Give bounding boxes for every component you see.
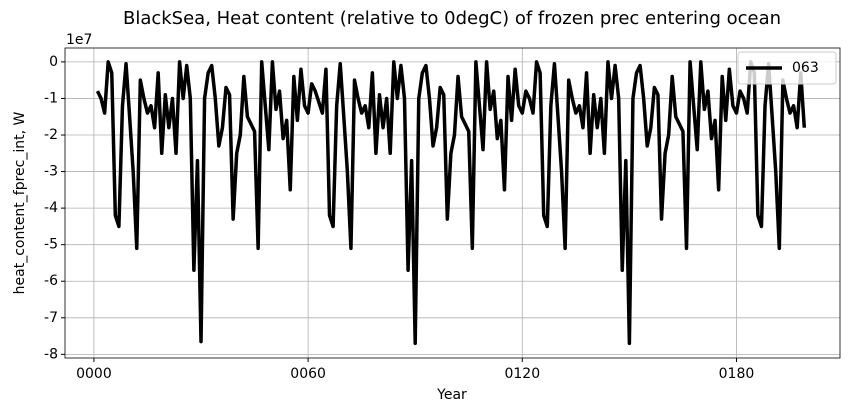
y-tick-label: 0 bbox=[49, 54, 58, 70]
legend-label: 063 bbox=[792, 60, 819, 76]
y-tick-label: -4 bbox=[44, 200, 58, 216]
y-tick-label: -7 bbox=[44, 310, 58, 326]
x-tick-label: 0060 bbox=[290, 366, 326, 382]
y-offset-label: 1e7 bbox=[66, 32, 92, 48]
x-axis-label: Year bbox=[436, 387, 467, 403]
y-tick-label: -6 bbox=[44, 273, 58, 289]
x-tick-label: 0000 bbox=[76, 366, 112, 382]
y-tick-label: -8 bbox=[44, 346, 58, 362]
line bbox=[95, 60, 807, 346]
y-tick-label: -5 bbox=[44, 237, 58, 253]
y-tick-label: -2 bbox=[44, 127, 58, 143]
x-tick-label: 0180 bbox=[719, 366, 755, 382]
chart-title: BlackSea, Heat content (relative to 0deg… bbox=[123, 8, 781, 29]
plot-frame bbox=[64, 47, 841, 359]
y-tick-label: -3 bbox=[44, 164, 58, 180]
x-tick-label: 0120 bbox=[504, 366, 540, 382]
legend-box bbox=[737, 51, 837, 85]
y-axis-label: heat_content_fprec_int, W bbox=[12, 111, 28, 294]
y-tick-label: -1 bbox=[44, 90, 58, 106]
